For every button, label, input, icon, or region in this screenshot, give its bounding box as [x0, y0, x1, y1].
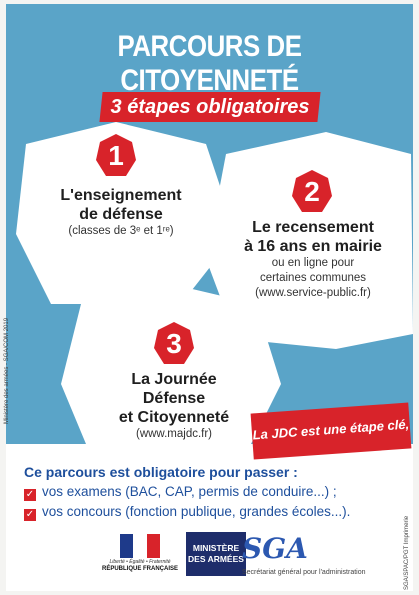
step-2-text: Le recensement à 16 ans en mairie ou en … [238, 218, 388, 301]
step-1-title-line1: L'enseignement [60, 187, 182, 204]
marianne-icon [120, 534, 160, 558]
ministere-line1: MINISTÈRE [192, 543, 240, 553]
step-2-detail-line3: (www.service-public.fr) [255, 287, 371, 299]
poster: PARCOURS DE CITOYENNETÉ 3 étapes obligat… [4, 4, 413, 591]
ministere-line2: DES ARMÉES [188, 554, 244, 564]
hexagon-background [16, 122, 413, 444]
bullet-concours: ✓ vos concours (fonction publique, grande… [24, 504, 350, 521]
check-icon: ✓ [24, 489, 36, 501]
republique-francaise-logo: Liberté • Égalité • Fraternité RÉPUBLIQU… [94, 532, 186, 576]
step-1-detail: (classes de 3ᵉ et 1ʳᵉ) [68, 225, 174, 237]
step-1-number: 1 [108, 140, 124, 171]
side-credit-left: Ministère des armées - SGA/COM 2019 [4, 317, 10, 424]
check-icon: ✓ [24, 509, 36, 521]
step-3-title-line3: et Citoyenneté [118, 409, 230, 426]
badge-step-3 [154, 322, 194, 364]
republique-label: RÉPUBLIQUE FRANÇAISE [101, 566, 178, 572]
step-2-detail-line2: certaines communes [259, 272, 367, 284]
republique-motto: Liberté • Égalité • Fraternité [109, 559, 171, 565]
step-3-title-line2: Défense [142, 390, 206, 407]
badge-step-2 [292, 170, 332, 212]
header-panel: PARCOURS DE CITOYENNETÉ 3 étapes obligat… [6, 4, 413, 444]
step-1-text: L'enseignement de défense (classes de 3ᵉ… [46, 186, 196, 239]
subtitle-text: 3 étapes obligatoires [110, 96, 310, 118]
step-2-title-line2: à 16 ans en mairie [244, 238, 382, 255]
side-credit-right: SGA/SPAC/PGT Imprimerie [404, 515, 410, 590]
step-3-title-line1: La Journée [131, 371, 217, 388]
step-3-text: La Journée Défense et Citoyenneté (www.m… [99, 370, 249, 442]
jdc-note: La JDC est une étape clé, à ne pas manque… [250, 402, 412, 480]
step-2-detail-line1: ou en ligne pour [271, 257, 355, 269]
step-2-title-line1: Le recensement [252, 219, 374, 236]
hexagon-step-1 [16, 122, 236, 304]
step-3-number: 3 [166, 328, 182, 359]
jdc-note-line1: La JDC est une étape clé, [252, 416, 410, 443]
intro-text: Ce parcours est obligatoire pour passer … [24, 464, 298, 480]
sga-subtitle: Secrétariat général pour l'administratio… [242, 569, 366, 576]
hexagon-step-2 [206, 132, 413, 349]
ministere-armees-logo: MINISTÈRE DES ARMÉES [186, 532, 246, 576]
step-2-number: 2 [304, 176, 320, 207]
bullet-examens: ✓ vos examens (BAC, CAP, permis de condui… [24, 484, 337, 501]
poster-title: PARCOURS DE CITOYENNETÉ [117, 30, 302, 97]
badge-step-1 [96, 134, 136, 176]
subtitle-banner: 3 étapes obligatoires [99, 92, 321, 122]
step-1-title-line2: de défense [79, 206, 163, 223]
bullet-examens-text: vos examens (BAC, CAP, permis de conduir… [42, 484, 337, 499]
bullet-concours-text: vos concours (fonction publique, grandes… [42, 504, 351, 519]
step-3-detail: (www.majdc.fr) [135, 428, 213, 440]
sga-logo: SGA [242, 532, 308, 565]
